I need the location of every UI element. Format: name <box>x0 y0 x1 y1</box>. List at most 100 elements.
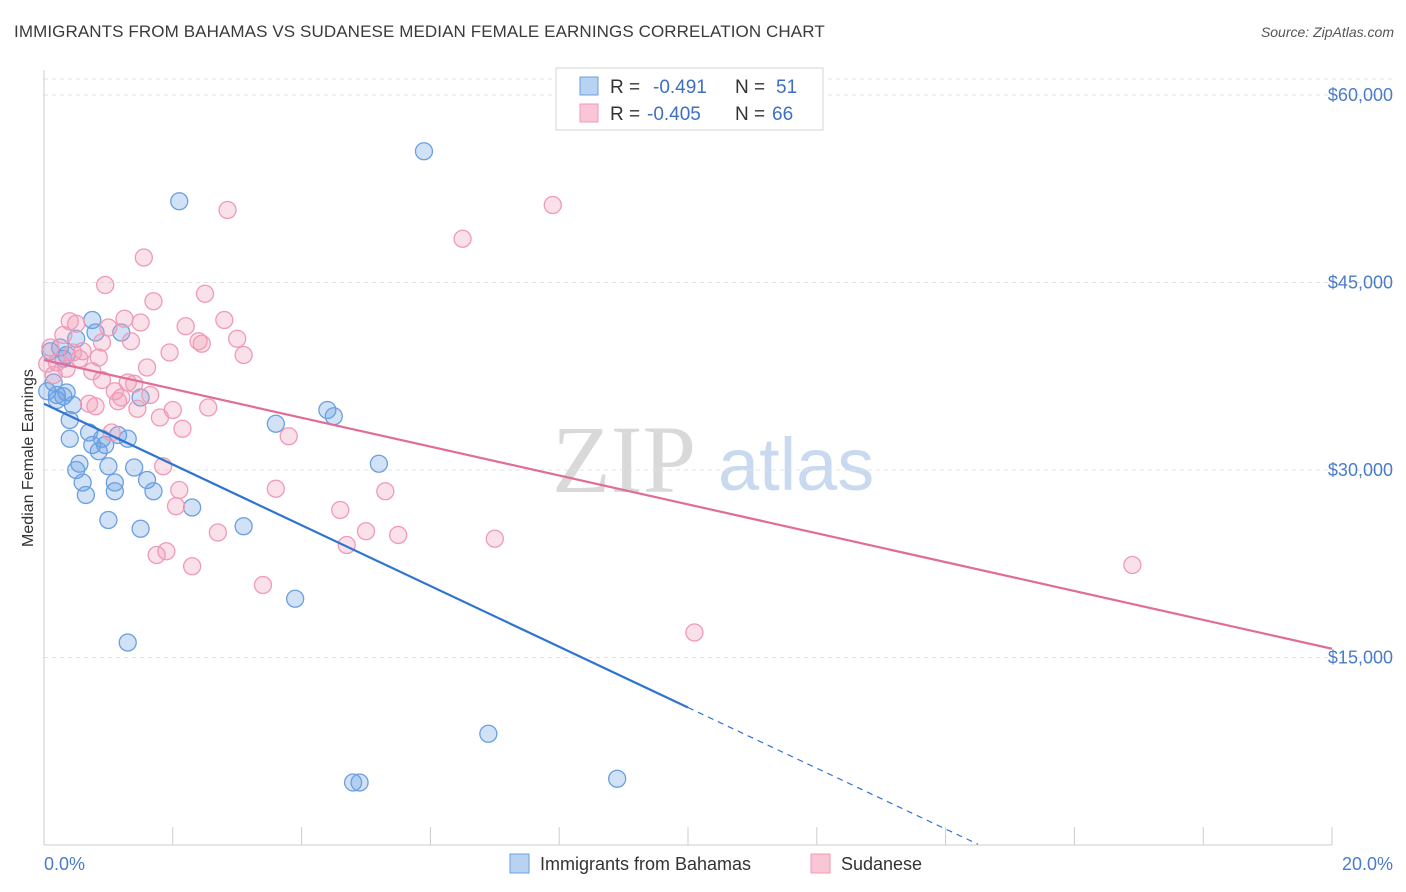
x-tick-label-min: 0.0% <box>44 854 85 874</box>
point-sudanese-57 <box>389 525 408 545</box>
point-sudanese-15 <box>96 275 115 295</box>
point-bahamas-27 <box>125 458 144 477</box>
point-sudanese-50 <box>253 575 273 595</box>
point-bahamas-32 <box>170 192 189 211</box>
legend-swatch-bahamas <box>509 853 530 874</box>
point-bahamas-23 <box>105 473 124 492</box>
y-axis-label: Median Female Earnings <box>20 369 37 547</box>
point-sudanese-53 <box>331 500 350 520</box>
point-bahamas-33 <box>182 498 202 517</box>
stats-r-value-sudanese: -0.405 <box>647 104 701 125</box>
point-sudanese-56 <box>376 482 395 501</box>
point-sudanese-30 <box>144 292 163 311</box>
trend-line-sudanese <box>43 358 1333 650</box>
point-bahamas-21 <box>99 510 118 530</box>
watermark-zip: ZIP <box>552 406 696 513</box>
x-tick-label-max: 20.0% <box>1342 854 1393 874</box>
point-sudanese-28 <box>137 358 157 377</box>
chart-title: IMMIGRANTS FROM BAHAMAS VS SUDANESE MEDI… <box>14 22 825 41</box>
point-bahamas-38 <box>324 407 343 426</box>
stats-legend-box <box>555 67 824 131</box>
point-sudanese-12 <box>89 348 108 367</box>
stats-n-value-sudanese: 66 <box>772 104 793 125</box>
point-sudanese-45 <box>208 523 228 542</box>
point-bahamas-36 <box>286 589 305 608</box>
stats-r-value-bahamas: -0.491 <box>653 77 707 98</box>
point-sudanese-38 <box>173 419 192 438</box>
point-sudanese-59 <box>485 529 504 548</box>
point-sudanese-6 <box>67 314 86 333</box>
point-bahamas-7 <box>60 429 79 448</box>
stats-n-value-bahamas: 51 <box>776 77 797 98</box>
point-sudanese-61 <box>685 623 704 642</box>
point-sudanese-36 <box>166 497 186 516</box>
point-sudanese-34 <box>157 542 176 561</box>
point-bahamas-42 <box>414 142 434 161</box>
point-bahamas-40 <box>350 773 369 792</box>
point-sudanese-54 <box>337 535 356 555</box>
point-bahamas-20 <box>99 457 118 476</box>
point-sudanese-21 <box>115 309 134 328</box>
point-sudanese-13 <box>92 370 112 390</box>
legend-label-bahamas: Immigrants from Bahamas <box>540 854 751 874</box>
point-sudanese-27 <box>134 248 153 267</box>
y-tick-label-3: $60,000 <box>1328 85 1393 105</box>
point-sudanese-52 <box>279 427 298 446</box>
stats-n-label-bahamas: N = <box>735 77 765 98</box>
point-bahamas-34 <box>234 517 253 536</box>
stats-n-label-sudanese: N = <box>735 104 765 125</box>
point-sudanese-20 <box>112 388 131 407</box>
point-bahamas-39 <box>343 773 363 792</box>
point-sudanese-31 <box>147 545 166 565</box>
legend-label-sudanese: Sudanese <box>841 854 922 874</box>
x-tick-labels: 0.0% 20.0% <box>44 854 1393 874</box>
point-sudanese-25 <box>128 399 147 418</box>
point-sudanese-46 <box>215 310 234 330</box>
axes <box>43 70 1333 846</box>
point-sudanese-64 <box>44 365 63 385</box>
point-sudanese-37 <box>170 480 189 500</box>
point-sudanese-23 <box>121 332 141 351</box>
point-bahamas-49 <box>63 395 83 415</box>
legend-swatch-sudanese <box>810 853 831 874</box>
point-sudanese-41 <box>189 332 208 351</box>
gridlines <box>44 78 1393 658</box>
point-sudanese-62 <box>1123 555 1142 575</box>
point-sudanese-26 <box>131 313 150 332</box>
point-sudanese-29 <box>141 385 160 405</box>
y-tick-label-2: $45,000 <box>1328 273 1393 293</box>
point-sudanese-16 <box>99 318 118 337</box>
point-sudanese-35 <box>163 400 182 420</box>
trend-lines <box>43 358 1333 845</box>
point-sudanese-60 <box>543 195 562 215</box>
trend-line-extension-bahamas <box>687 706 979 845</box>
point-sudanese-65 <box>160 343 179 362</box>
point-sudanese-8 <box>73 342 92 361</box>
chart-source: Source: ZipAtlas.com <box>1260 24 1394 40</box>
point-sudanese-47 <box>218 200 237 220</box>
point-bahamas-31 <box>144 482 163 501</box>
point-bahamas-44 <box>608 769 627 788</box>
point-bahamas-41 <box>369 454 389 473</box>
y-tick-label-0: $15,000 <box>1328 648 1393 668</box>
point-bahamas-29 <box>131 519 150 538</box>
point-bahamas-35 <box>266 414 285 433</box>
stats-r-label-sudanese: R = <box>610 104 640 125</box>
point-sudanese-14 <box>92 333 112 352</box>
y-tick-label-1: $30,000 <box>1328 460 1393 480</box>
point-sudanese-48 <box>228 329 247 348</box>
point-bahamas-12 <box>76 485 96 505</box>
watermark-atlas: atlas <box>718 423 874 506</box>
point-bahamas-43 <box>479 724 498 743</box>
point-sudanese-51 <box>266 479 285 498</box>
point-sudanese-44 <box>199 398 218 417</box>
series-legend: Immigrants from Bahamas Sudanese <box>509 853 922 874</box>
point-sudanese-40 <box>182 557 202 576</box>
watermark: ZIP atlas <box>552 406 874 513</box>
y-tick-labels: $15,000 $30,000 $45,000 $60,000 <box>1328 85 1393 668</box>
point-sudanese-39 <box>176 317 195 336</box>
point-sudanese-11 <box>86 397 105 416</box>
point-sudanese-42 <box>192 334 211 353</box>
stats-r-label-bahamas: R = <box>610 77 640 98</box>
trend-line-bahamas <box>43 402 689 709</box>
